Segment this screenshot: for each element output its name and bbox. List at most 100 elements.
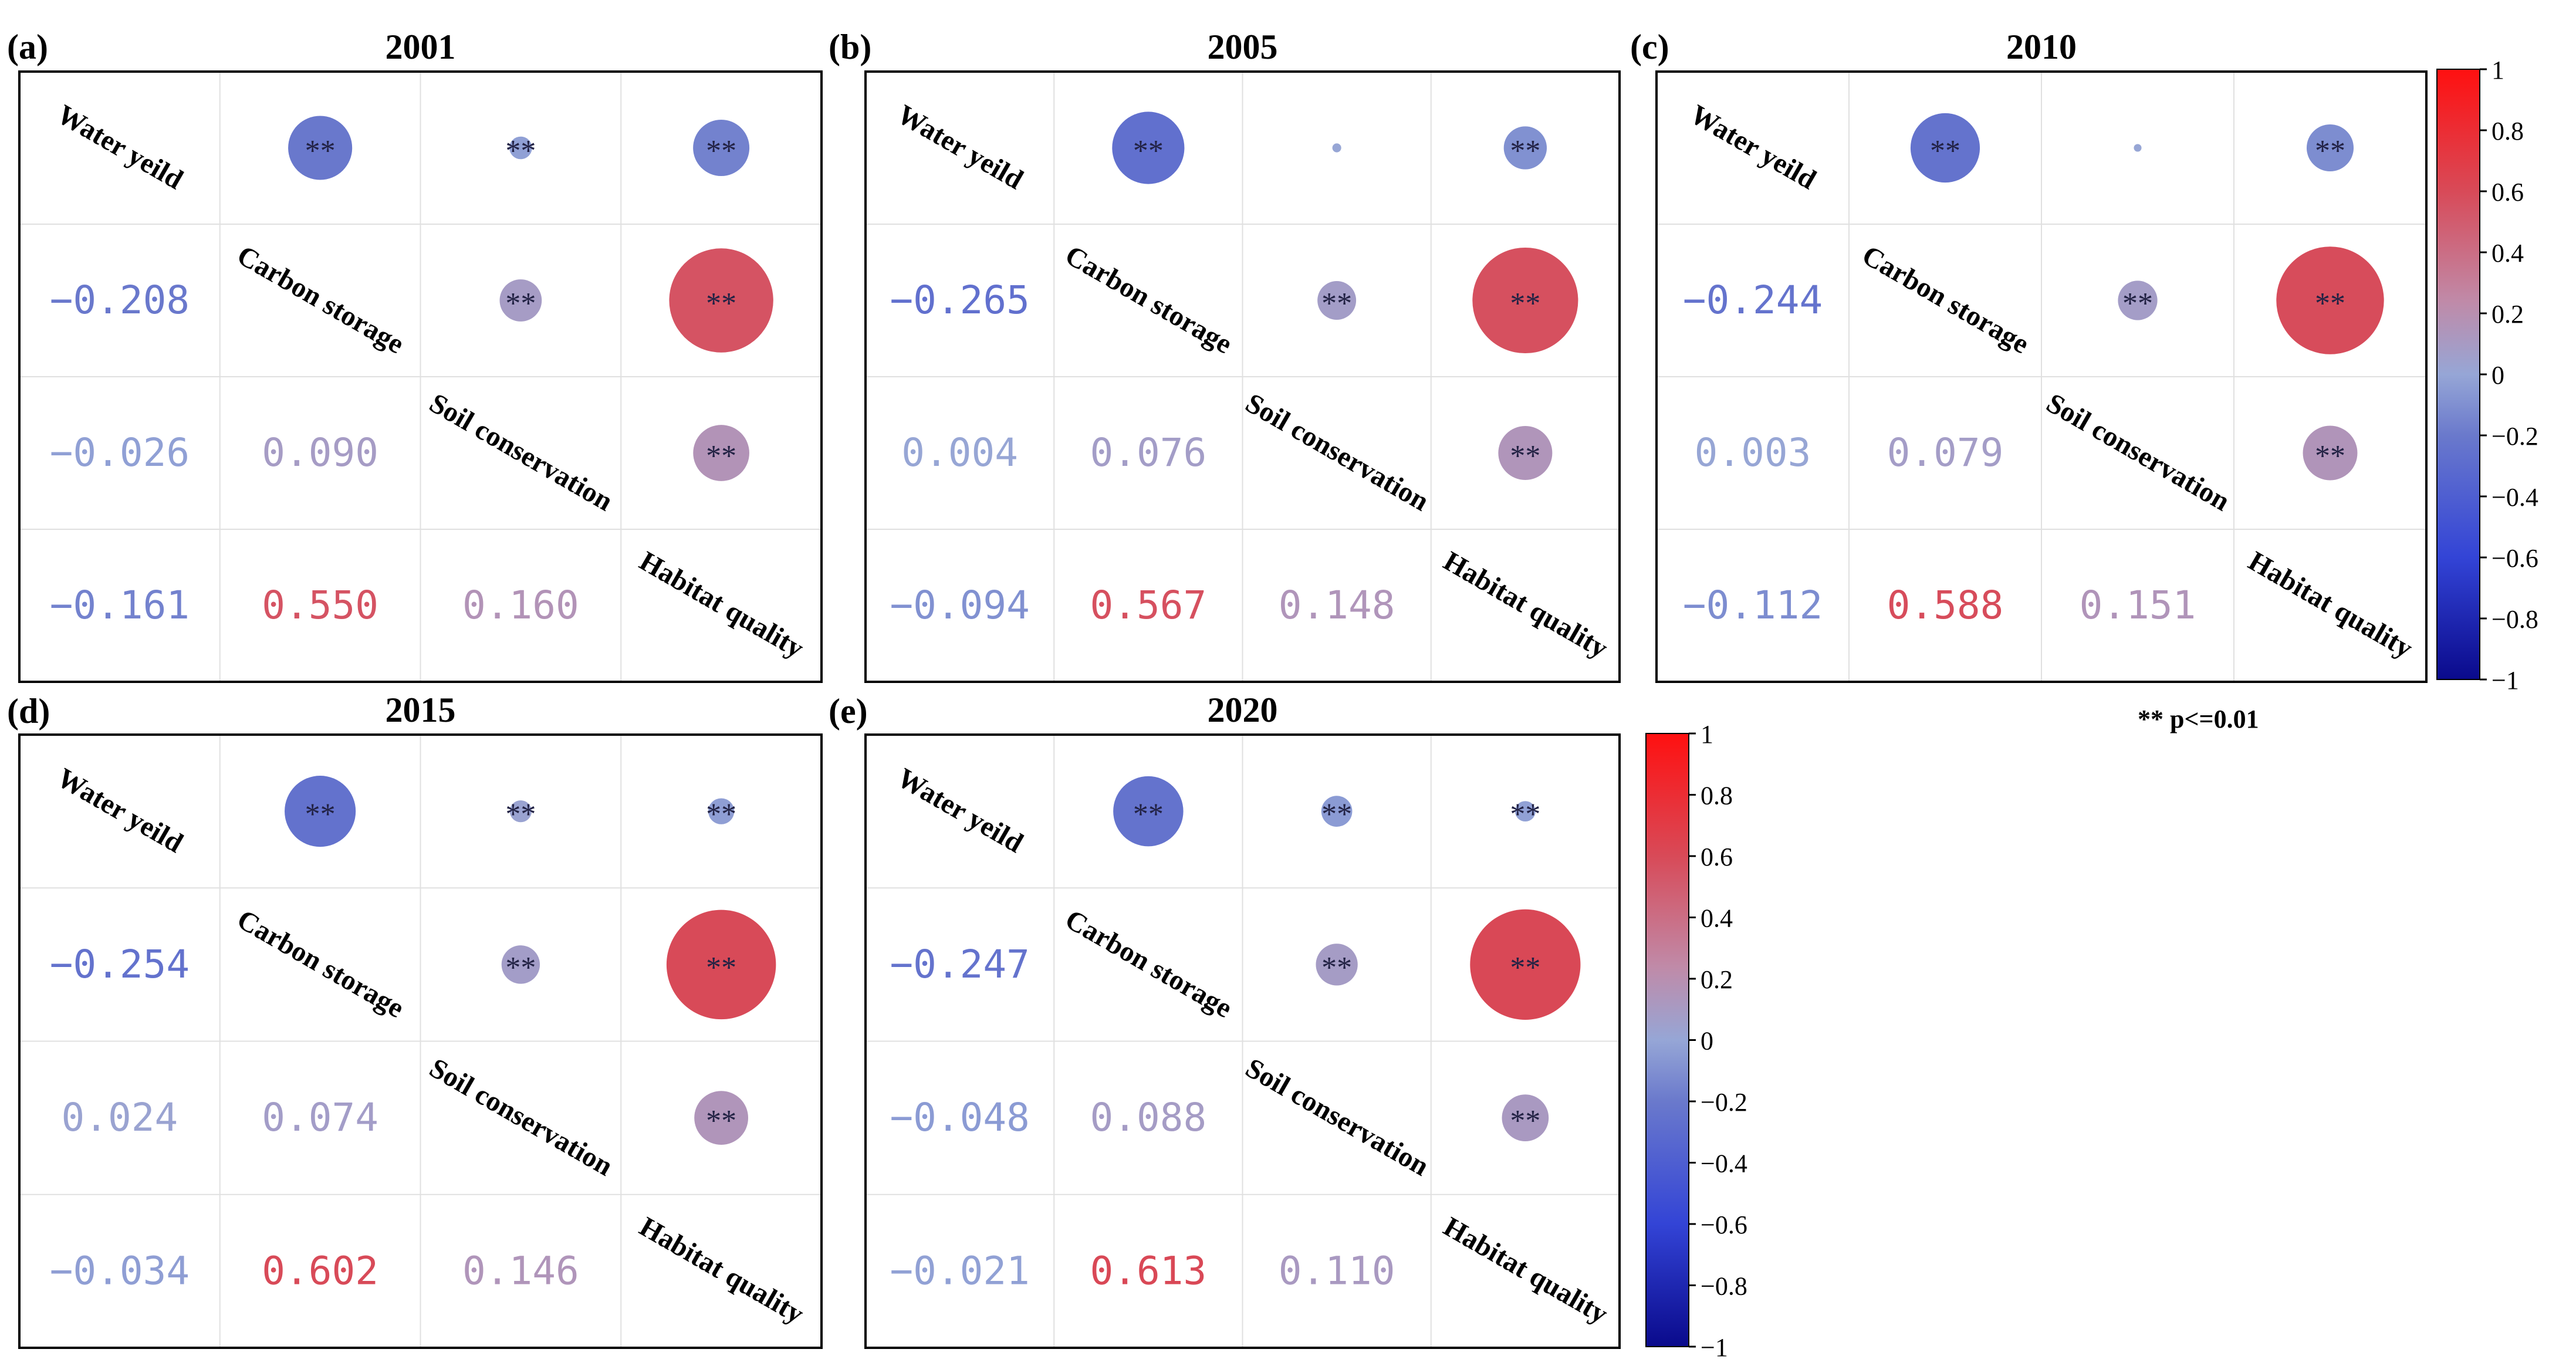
colorbar-tick-label: −1 (2492, 666, 2519, 695)
correlation-circle (693, 120, 750, 176)
colorbar: 1 0.8 0.6 0.4 0.2 0 −0.2 −0.4 −0.6 −0.8 −1 (2436, 56, 2538, 695)
correlation-value: 0.076 (1090, 430, 1207, 475)
diagonal-label: Habitat quality (2243, 545, 2418, 664)
panel-frame (864, 70, 1621, 683)
colorbar-tick-label: 1 (2492, 56, 2504, 84)
correlation-value: 0.588 (1887, 583, 2004, 628)
significance-marker: ** (706, 951, 736, 985)
colorbar-tick-label: 0.4 (2492, 239, 2524, 268)
colorbar-tick-label: 0.4 (1701, 904, 1733, 933)
correlation-circle (509, 136, 532, 160)
significance-marker: ** (2315, 439, 2345, 473)
correlation-circle (1910, 113, 1980, 183)
colorbar-tick-label: 0.6 (1701, 843, 1733, 871)
significance-marker: ** (2122, 287, 2153, 320)
correlation-circle (1317, 281, 1357, 320)
correlation-circle (1321, 796, 1353, 827)
significance-marker: ** (1510, 439, 1540, 473)
diagonal-label: Soil conservation (424, 387, 618, 517)
significance-marker: ** (305, 134, 336, 168)
significance-marker: ** (1133, 798, 1164, 831)
colorbar-tick-label: −0.6 (2492, 544, 2538, 573)
correlation-circle (1498, 425, 1553, 481)
significance-marker: ** (1510, 951, 1540, 985)
significance-marker: ** (1321, 798, 1352, 831)
significance-marker: ** (1510, 287, 1540, 320)
correlation-value: −0.208 (50, 278, 190, 323)
diagonal-label: Soil conservation (1240, 1052, 1434, 1182)
correlation-value: −0.247 (890, 942, 1029, 987)
colorbar: 1 0.8 0.6 0.4 0.2 0 −0.2 −0.4 −0.6 −0.8 −1 (1645, 720, 1747, 1362)
correlation-value: −0.161 (50, 583, 190, 628)
colorbar-tick-label: −0.8 (2492, 605, 2538, 634)
panel-label: (e) (829, 692, 868, 731)
correlation-circle (1515, 801, 1536, 822)
correlation-value: 0.146 (462, 1248, 579, 1293)
diagonal-label: Water yeild (892, 762, 1029, 859)
colorbars: 1 0.8 0.6 0.4 0.2 0 −0.2 −0.4 −0.6 −0.8 −1 1 0.8 0.6 0… (1645, 56, 2538, 1362)
significance-marker: ** (505, 798, 536, 831)
correlation-value: −0.094 (890, 583, 1029, 628)
diagonal-label: Habitat quality (1438, 545, 1613, 664)
panel-label: (b) (829, 28, 871, 66)
colorbar-tick-label: 1 (1701, 720, 1713, 749)
colorbar-tick-label: 0.8 (2492, 117, 2524, 146)
panel-frame (864, 733, 1621, 1349)
panel-title: 2010 (2006, 28, 2077, 66)
correlation-circle (1470, 909, 1581, 1020)
correlation-circle (2118, 280, 2158, 320)
colorbar-tick-label: −1 (1701, 1333, 1728, 1362)
correlation-value: 0.110 (1279, 1248, 1395, 1293)
colorbar-tick-label: −0.6 (1701, 1211, 1747, 1239)
significance-marker: ** (505, 287, 536, 320)
significance-marker: ** (1930, 134, 1960, 168)
correlation-value: 0.148 (1279, 583, 1395, 628)
correlation-circle (694, 1091, 749, 1145)
correlation-value: −0.254 (50, 942, 190, 987)
panel-frame (18, 733, 823, 1349)
colorbar-tick-label: 0.2 (1701, 965, 1733, 994)
colorbar-tick-label: −0.2 (2492, 422, 2538, 451)
significance-marker: ** (1510, 1104, 1540, 1138)
significance-marker: ** (1321, 951, 1352, 985)
diagonal-label: Carbon storage (1857, 239, 2034, 360)
significance-marker: ** (305, 798, 336, 831)
significance-marker: ** (1510, 134, 1540, 168)
correlation-value: −0.244 (1683, 278, 1823, 323)
diagonal-label: Water yeild (52, 762, 188, 859)
colorbar-tick-label: −0.4 (2492, 483, 2538, 512)
correlation-circle (2134, 144, 2142, 152)
correlation-circle (1112, 111, 1185, 184)
diagonal-label: Soil conservation (2041, 387, 2235, 517)
colorbar-tick-label: −0.8 (1701, 1272, 1747, 1301)
correlation-value: −0.048 (890, 1095, 1029, 1140)
correlation-circle (285, 776, 356, 847)
correlation-value: 0.550 (262, 583, 378, 628)
correlation-value: −0.026 (50, 430, 190, 475)
colorbar-tick-label: 0 (2492, 361, 2504, 390)
panel-title: 2020 (1208, 691, 1278, 729)
colorbar-tick-label: −0.2 (1701, 1088, 1747, 1117)
diagonal-label: Habitat quality (1438, 1211, 1613, 1330)
correlation-value: 0.088 (1090, 1095, 1207, 1140)
correlation-value: −0.021 (890, 1248, 1029, 1293)
diagonal-label: Habitat quality (634, 1211, 809, 1330)
diagonal-label: Water yeild (52, 99, 188, 195)
significance-marker: ** (706, 287, 736, 320)
diagonal-label: Habitat quality (634, 545, 809, 664)
correlation-value: 0.024 (62, 1095, 178, 1140)
colorbar-tick-label: 0.8 (1701, 782, 1733, 810)
panel-title: 2001 (386, 28, 456, 66)
diagonal-label: Soil conservation (424, 1052, 618, 1182)
colorbar-gradient (2436, 69, 2480, 680)
correlation-value: 0.003 (1695, 430, 1811, 475)
correlation-circle (499, 279, 542, 322)
correlation-value: 0.004 (901, 430, 1018, 475)
correlation-circle (2306, 124, 2354, 172)
significance-marker: ** (706, 798, 736, 831)
correlation-circle (288, 116, 353, 180)
correlation-circle (501, 945, 540, 984)
significance-marker: ** (2315, 287, 2345, 320)
significance-marker: ** (505, 134, 536, 168)
